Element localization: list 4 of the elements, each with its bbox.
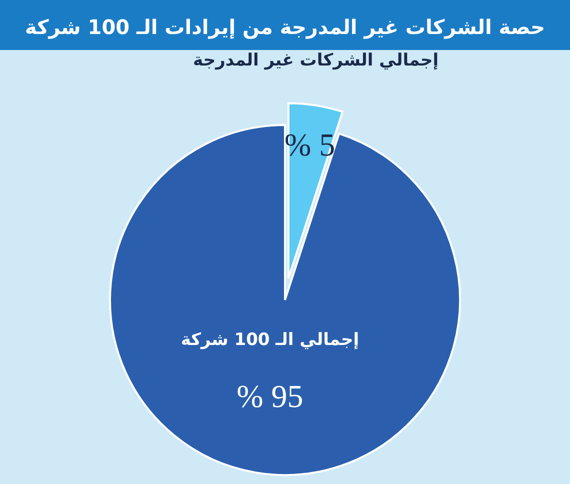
chart-title: حصة الشركات غير المدرجة من إيرادات الـ 100 شركة bbox=[24, 15, 546, 39]
slice-label: إجمالي الـ 100 شركة bbox=[180, 330, 360, 350]
slice-label: إجمالي الشركات غير المدرجة bbox=[193, 50, 439, 70]
data-label: 95 % bbox=[236, 378, 304, 414]
